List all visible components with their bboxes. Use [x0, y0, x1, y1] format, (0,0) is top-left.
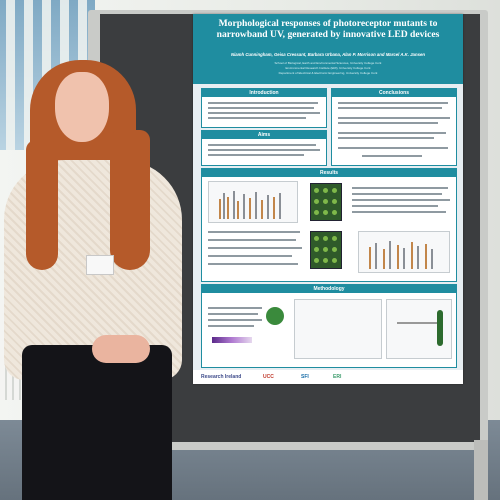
- poster-affiliation: Environmental Research Institute (ERI), …: [285, 66, 371, 70]
- methodology-section: Methodology: [201, 284, 457, 368]
- research-poster: Morphological responses of photoreceptor…: [193, 14, 463, 384]
- name-badge: [86, 255, 114, 275]
- introduction-section: Introduction: [201, 88, 327, 128]
- hair: [26, 140, 58, 270]
- results-section: Results: [201, 168, 457, 282]
- poster-affiliation: Department of Electrical & Electronic En…: [278, 71, 378, 75]
- trousers: [22, 345, 172, 500]
- poster-header: Morphological responses of photoreceptor…: [193, 14, 463, 84]
- face: [55, 72, 109, 142]
- logo: Research Ireland: [201, 374, 242, 380]
- section-heading: Results: [202, 169, 456, 177]
- section-heading: Aims: [202, 131, 326, 139]
- hands: [92, 335, 150, 363]
- poster-affiliation: School of Biological, Earth and Environm…: [274, 61, 382, 65]
- conclusions-section: Conclusions: [331, 88, 457, 166]
- methodology-diagram: [386, 299, 452, 359]
- leaf-icon: [266, 307, 284, 325]
- plant-photo: [310, 231, 342, 269]
- logo: ERI: [333, 374, 342, 380]
- aims-section: Aims: [201, 130, 327, 166]
- methodology-diagram: [294, 299, 382, 359]
- poster-authors: Niamh Cunningham, Geisa Cressant, Barbar…: [231, 52, 425, 57]
- hair: [110, 130, 150, 270]
- plant-photo: [310, 183, 342, 221]
- results-bar-chart: [208, 181, 298, 223]
- logo: UCC: [263, 374, 274, 380]
- logo-strip: Research Ireland UCC SFI ERI: [193, 370, 463, 384]
- results-bar-chart: [358, 231, 450, 273]
- section-heading: Conclusions: [332, 89, 456, 97]
- section-heading: Methodology: [202, 285, 456, 293]
- logo: SFI: [301, 374, 309, 380]
- section-heading: Introduction: [202, 89, 326, 97]
- board-stand: [474, 440, 488, 500]
- poster-title: Morphological responses of photoreceptor…: [216, 18, 440, 40]
